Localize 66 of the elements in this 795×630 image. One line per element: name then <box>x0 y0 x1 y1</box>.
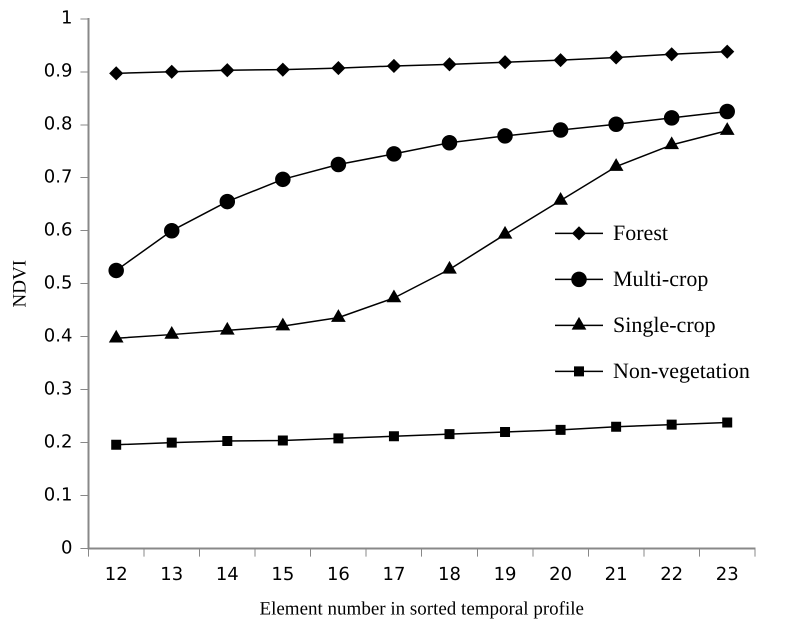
y-tick-label: 0.9 <box>44 60 72 82</box>
point <box>552 122 568 138</box>
point <box>720 44 734 58</box>
x-tick-label: 19 <box>494 564 516 586</box>
y-tick-label: 0.8 <box>44 113 72 134</box>
x-axis-title: Element number in sorted temporal profile <box>259 598 584 620</box>
point <box>166 438 177 448</box>
y-tick-label: 0.1 <box>44 484 72 506</box>
point <box>664 48 678 62</box>
point <box>164 222 180 238</box>
point <box>608 116 624 132</box>
point <box>444 429 454 440</box>
point <box>220 194 236 210</box>
point <box>333 433 344 444</box>
y-tick-label: 0.5 <box>44 272 72 294</box>
point <box>664 110 680 126</box>
point <box>108 262 124 278</box>
point <box>609 50 623 64</box>
x-tick-label: 15 <box>271 564 294 586</box>
y-tick-label: 1 <box>60 7 72 28</box>
point <box>386 146 402 162</box>
point <box>722 418 732 428</box>
point <box>332 61 346 75</box>
x-tick-label: 23 <box>716 564 739 586</box>
point <box>500 427 510 438</box>
point <box>388 431 399 442</box>
point <box>276 62 290 76</box>
x-tick-label: 20 <box>549 564 572 586</box>
point <box>556 424 566 435</box>
legend-label: Single-crop <box>613 312 716 338</box>
point <box>278 436 288 446</box>
y-tick-label: 0 <box>60 537 72 558</box>
point <box>109 330 124 343</box>
point <box>442 135 458 151</box>
y-axis-title: NDVI <box>9 260 30 308</box>
point <box>611 422 622 432</box>
y-tick-label: 0.6 <box>44 219 72 240</box>
x-tick-label: 14 <box>216 564 239 586</box>
x-tick-label: 16 <box>326 564 350 586</box>
point <box>497 128 513 144</box>
point <box>387 59 401 73</box>
y-tick-label: 0.2 <box>44 431 72 452</box>
y-tick-label: 0.4 <box>44 325 72 346</box>
point <box>666 420 677 430</box>
x-tick-label: 18 <box>438 564 461 586</box>
legend-label: Forest <box>613 220 668 246</box>
y-tick-label: 0.3 <box>44 378 72 400</box>
point <box>330 156 346 172</box>
point <box>222 436 232 446</box>
legend-label: Non-vegetation <box>613 358 750 384</box>
point <box>442 58 456 72</box>
point <box>275 172 291 188</box>
x-tick-label: 13 <box>160 564 184 586</box>
point <box>111 440 122 450</box>
point <box>165 65 178 79</box>
x-tick-label: 22 <box>660 564 684 586</box>
x-tick-label: 17 <box>382 564 406 586</box>
x-tick-label: 21 <box>604 564 628 586</box>
point <box>220 63 234 77</box>
x-tick-label: 12 <box>104 564 128 586</box>
point <box>554 53 568 67</box>
legend-label: Multi-crop <box>613 266 708 292</box>
y-tick-label: 0.7 <box>44 166 72 188</box>
point <box>719 104 735 120</box>
point <box>109 66 123 80</box>
point <box>498 55 512 69</box>
